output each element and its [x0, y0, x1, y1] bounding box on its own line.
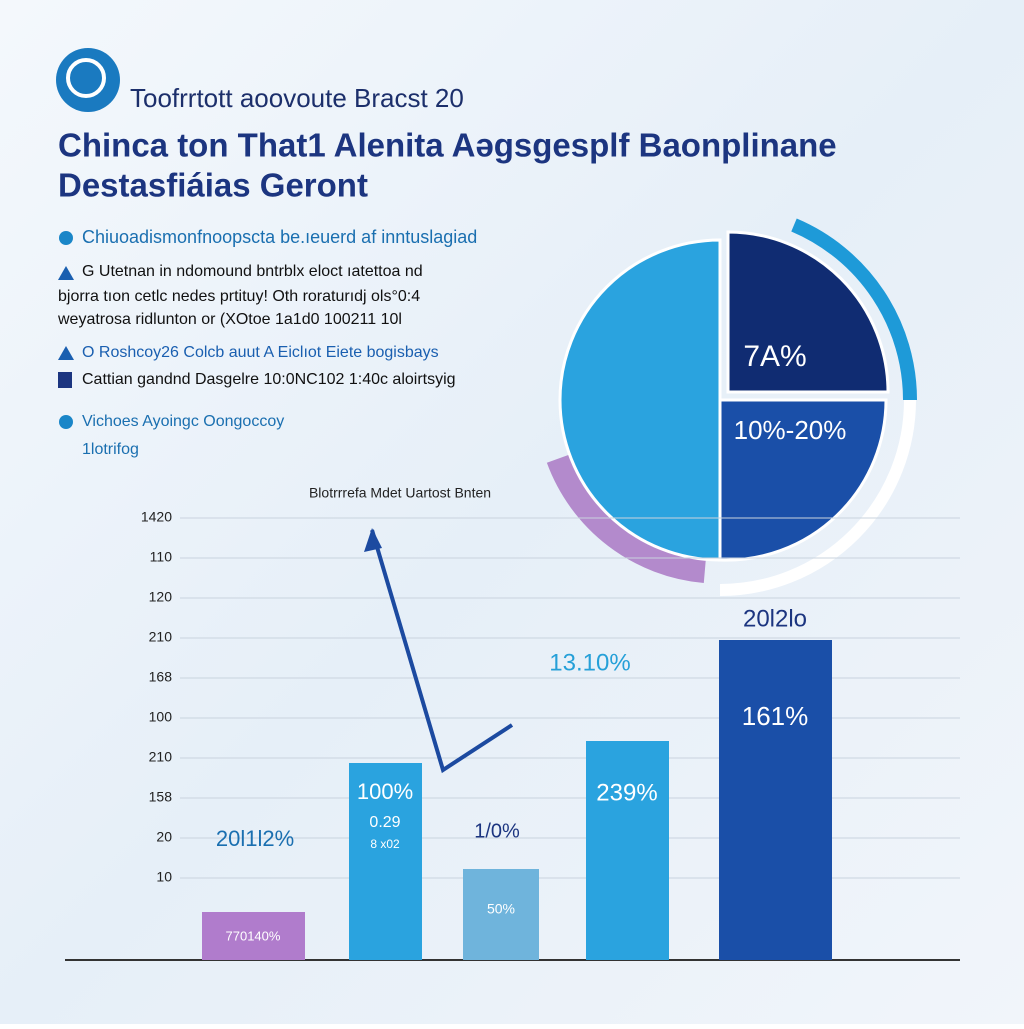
pie-slice	[558, 238, 722, 562]
bullet-text: bjorra tıon cetlc nedes prtituy! Oth ror…	[58, 288, 420, 305]
pie-label: 10%-20%	[734, 415, 847, 445]
bullet-text: weyatrosa ridlunton or (XOtoe 1a1d0 1002…	[57, 311, 402, 328]
title: Chinca ton That1 Alenita Aəgsgesplf Baon…	[58, 127, 837, 164]
y-tick-label: 158	[149, 789, 173, 805]
bullet-dot	[59, 231, 73, 245]
logo	[56, 48, 120, 112]
y-tick-label: 10	[156, 869, 172, 885]
annotation: 20l2lo	[743, 605, 807, 632]
trend-arrow	[370, 529, 514, 774]
pie-slice	[726, 230, 890, 394]
y-tick-label: 20	[156, 829, 172, 845]
y-tick-label: 168	[149, 669, 173, 685]
y-tick-label: 210	[149, 749, 173, 765]
bar	[719, 640, 832, 960]
pie-ring	[546, 452, 707, 583]
bar	[463, 869, 539, 960]
bullet-text: G Utetnan in ndomound bntrblx eloct ıate…	[82, 263, 423, 280]
y-tick-label: 100	[149, 709, 173, 725]
chart-caption: Blotrrrefa Mdet Uartost Bnten	[309, 485, 491, 501]
annotation: 13.10%	[549, 649, 630, 676]
bullet-triangle	[58, 266, 74, 280]
pie-ring	[791, 218, 917, 401]
bar-label: 100%	[357, 779, 413, 804]
annotation: 20l1l2%	[216, 826, 294, 851]
y-tick-label: 1420	[141, 509, 172, 525]
arrow-head	[364, 528, 382, 552]
title: Destasfiáias Geront	[58, 167, 368, 204]
logo-ring	[66, 58, 106, 98]
annotation: 1/0%	[474, 820, 520, 842]
bar-label: 50%	[487, 901, 515, 917]
bullet-text: 1lotrifog	[82, 441, 139, 458]
bullet-text: Cattian gandnd Dasgelre 10:0NC102 1:40c …	[82, 371, 456, 388]
bar	[202, 912, 305, 960]
bullet-text: O Roshcoy26 Colcb auut A Eiclıot Eiete b…	[82, 344, 439, 361]
bar-label: 161%	[742, 701, 809, 731]
bar-label: 239%	[596, 779, 657, 806]
bullet-square	[58, 372, 72, 388]
bullet-text: Vichoes Ayoingc Oongoccoy	[82, 413, 284, 430]
bar-label: 770140%	[226, 928, 281, 943]
y-tick-label: 120	[149, 589, 173, 605]
subtitle: Toofrrtott aoovoute Bracst 20	[130, 83, 464, 113]
y-tick-label: 110	[150, 549, 173, 565]
pie-ring	[719, 399, 916, 596]
bar-label: 0.29	[369, 814, 400, 831]
pie-label: 7A%	[743, 340, 806, 373]
bar	[586, 741, 669, 960]
bullet-text: Chiuoadismonfnoopscta be.ıeuerd af inntu…	[82, 227, 477, 247]
bar	[349, 763, 422, 960]
bar-label: 8 x02	[370, 837, 400, 851]
bullet-triangle	[58, 346, 74, 360]
bullet-dot	[59, 415, 73, 429]
y-tick-label: 210	[149, 629, 173, 645]
